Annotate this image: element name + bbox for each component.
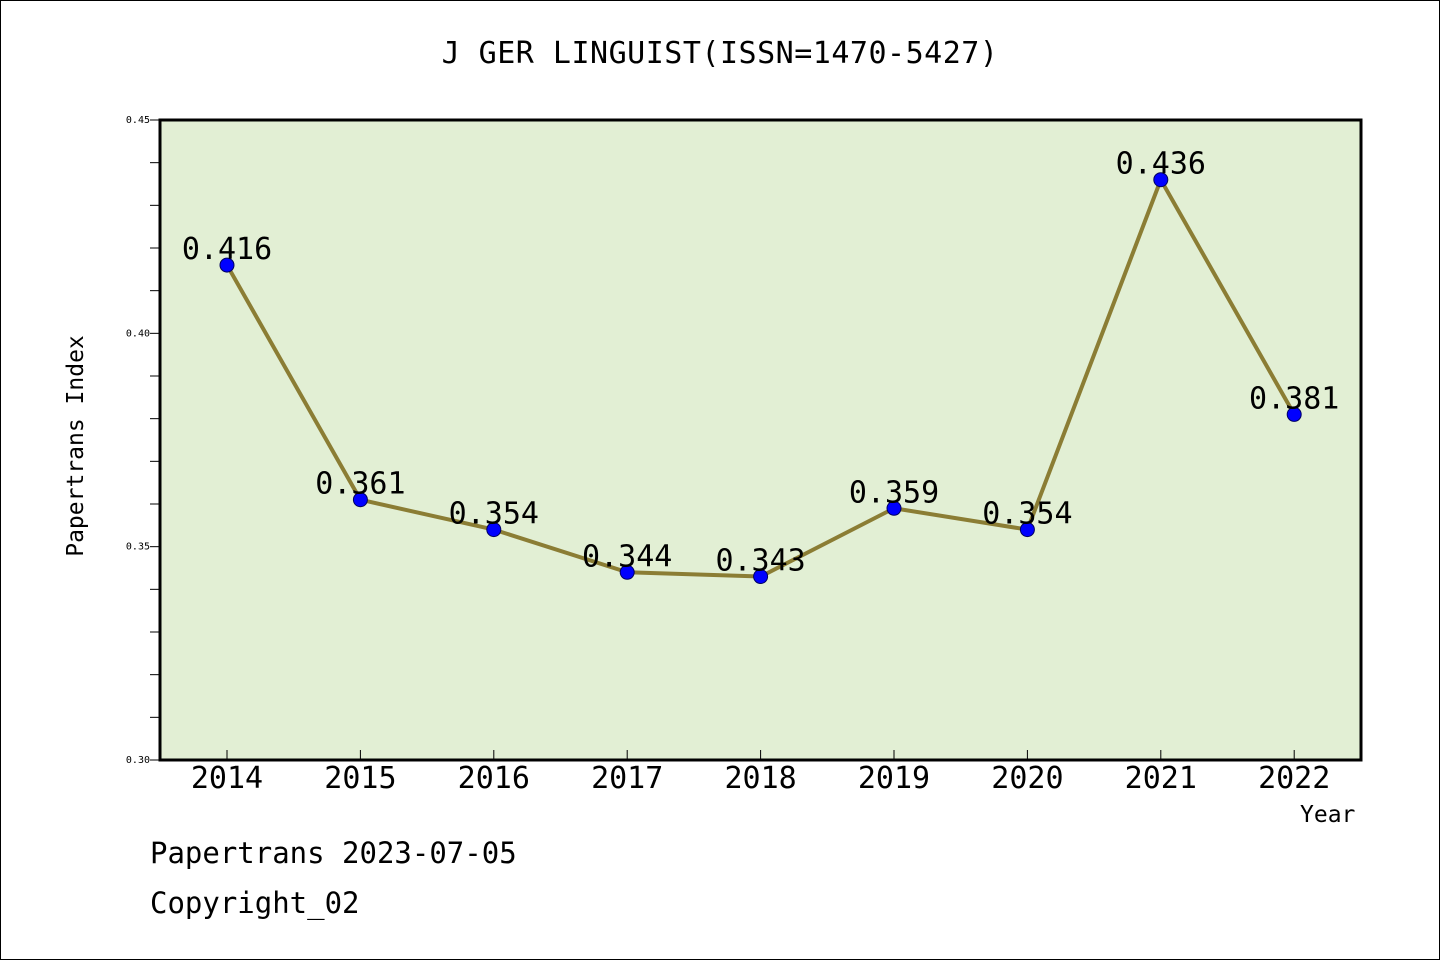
y-tick-label: 0.45	[126, 115, 150, 126]
data-point	[1153, 172, 1169, 188]
x-tick-label: 2014	[191, 761, 263, 796]
data-label: 0.381	[1249, 381, 1339, 416]
data-point	[219, 257, 235, 273]
x-tick-label: 2019	[858, 761, 930, 796]
y-tick-label: 0.30	[126, 755, 150, 766]
chart-title: J GER LINGUIST(ISSN=1470-5427)	[441, 36, 999, 71]
data-label: 0.416	[182, 232, 272, 267]
data-point	[486, 522, 502, 538]
x-tick-label: 2021	[1125, 761, 1197, 796]
x-tick-label: 2015	[324, 761, 396, 796]
data-label: 0.344	[582, 539, 672, 574]
data-label: 0.359	[849, 475, 939, 510]
data-label: 0.354	[982, 497, 1072, 532]
y-axis-ticks: 0.30 0.35 0.40 0.45	[126, 115, 160, 766]
x-axis-label: Year	[1300, 802, 1356, 828]
x-tick-label: 2018	[724, 761, 796, 796]
x-tick-label: 2020	[991, 761, 1063, 796]
footer-copyright: Copyright_02	[150, 886, 360, 920]
data-point	[886, 500, 902, 516]
x-tick-label: 2017	[591, 761, 663, 796]
data-label: 0.361	[315, 467, 405, 502]
data-point	[1286, 406, 1302, 422]
data-point	[352, 492, 368, 508]
y-tick-label: 0.40	[126, 328, 150, 339]
x-tick-label: 2016	[458, 761, 530, 796]
data-label: 0.436	[1116, 147, 1206, 182]
footer-date: Papertrans 2023-07-05	[150, 836, 517, 870]
plot-area	[158, 118, 1363, 762]
data-markers	[219, 172, 1302, 585]
data-point	[619, 564, 635, 580]
data-point	[1019, 522, 1035, 538]
data-labels: 0.416 0.361 0.354 0.344 0.343 0.359 0.354 0.436…	[182, 147, 1340, 579]
data-label: 0.343	[715, 544, 805, 579]
data-point	[753, 569, 769, 585]
data-label: 0.354	[449, 497, 539, 532]
x-axis-ticks: 2014 2015 2016 2017 2018 2019 2020 2021 2022	[191, 750, 1330, 796]
x-tick-label: 2022	[1258, 761, 1330, 796]
y-tick-label: 0.35	[126, 542, 150, 553]
